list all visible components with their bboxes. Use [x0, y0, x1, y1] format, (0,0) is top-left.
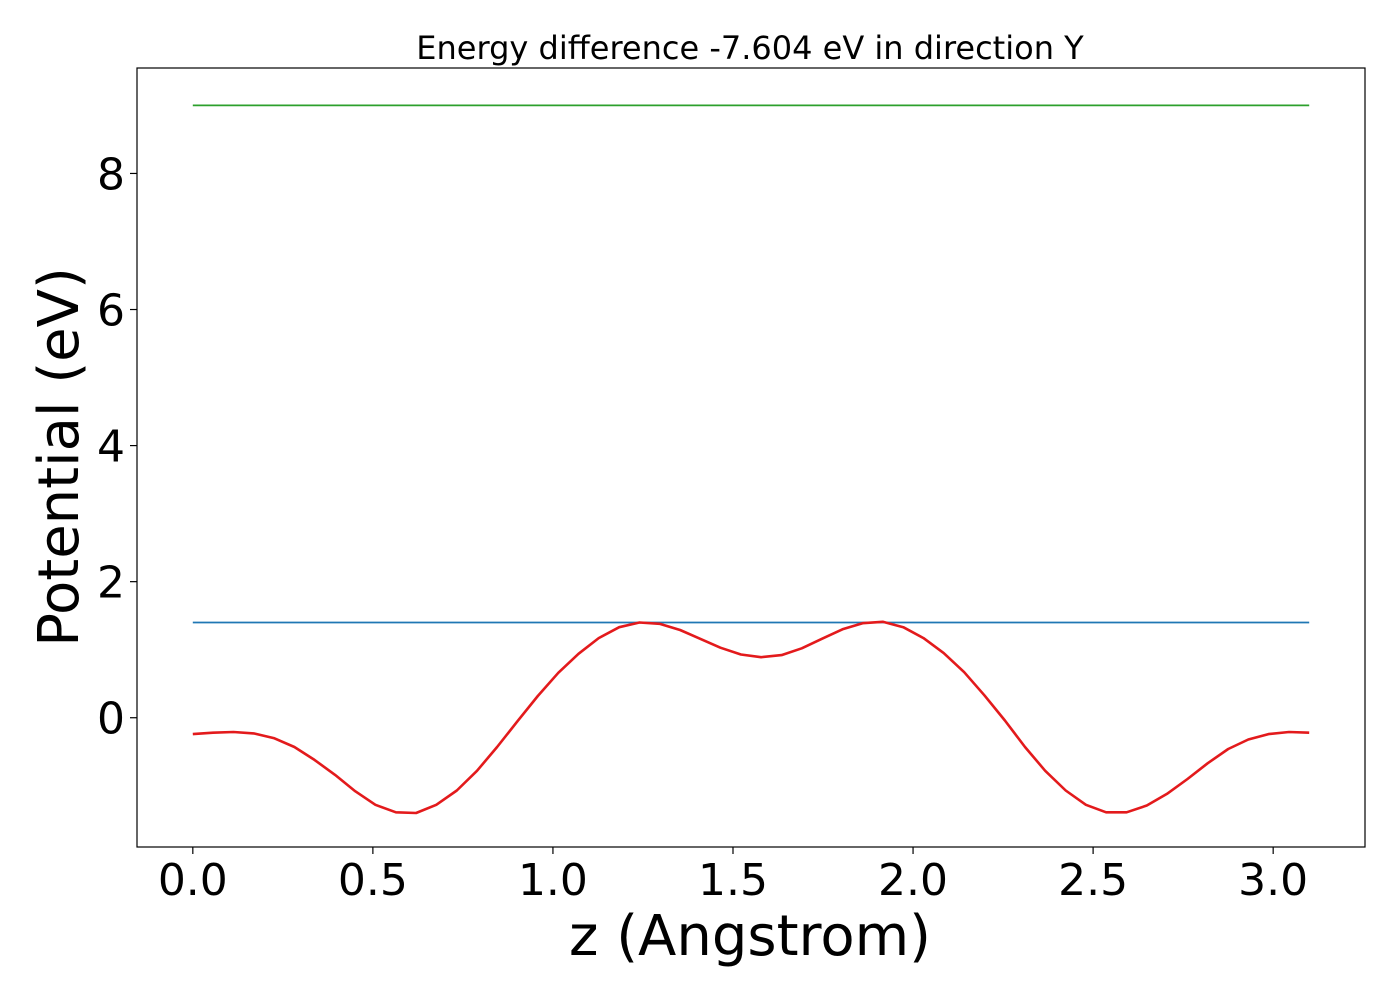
- axes-frame: [136, 67, 1366, 848]
- chart-title: Energy difference -7.604 eV in direction…: [416, 29, 1084, 67]
- x-tick-label: 0.0: [158, 855, 228, 906]
- x-tick-label: 3.0: [1238, 855, 1308, 906]
- y-tick-label: 2: [97, 558, 125, 609]
- x-tick-label: 0.5: [338, 855, 408, 906]
- y-tick-label: 8: [97, 149, 125, 200]
- y-tick-label: 6: [97, 286, 125, 337]
- x-tick-label: 2.5: [1058, 855, 1128, 906]
- y-tick-label: 4: [97, 422, 125, 473]
- series-line-2: [192, 620, 1310, 815]
- x-tick-label: 1.5: [698, 855, 768, 906]
- x-tick-label: 2.0: [878, 855, 948, 906]
- x-axis: 0.0 0.5 1.0 1.5 2.0 2.5 3.0: [158, 847, 1308, 906]
- y-tick-label: 0: [97, 694, 125, 745]
- y-axis: 0 2 4 6 8: [97, 149, 137, 745]
- y-axis-label: Potential (eV): [27, 267, 92, 647]
- plot-area: [192, 104, 1310, 815]
- x-axis-label: z (Angstrom): [569, 904, 931, 969]
- x-tick-label: 1.0: [518, 855, 588, 906]
